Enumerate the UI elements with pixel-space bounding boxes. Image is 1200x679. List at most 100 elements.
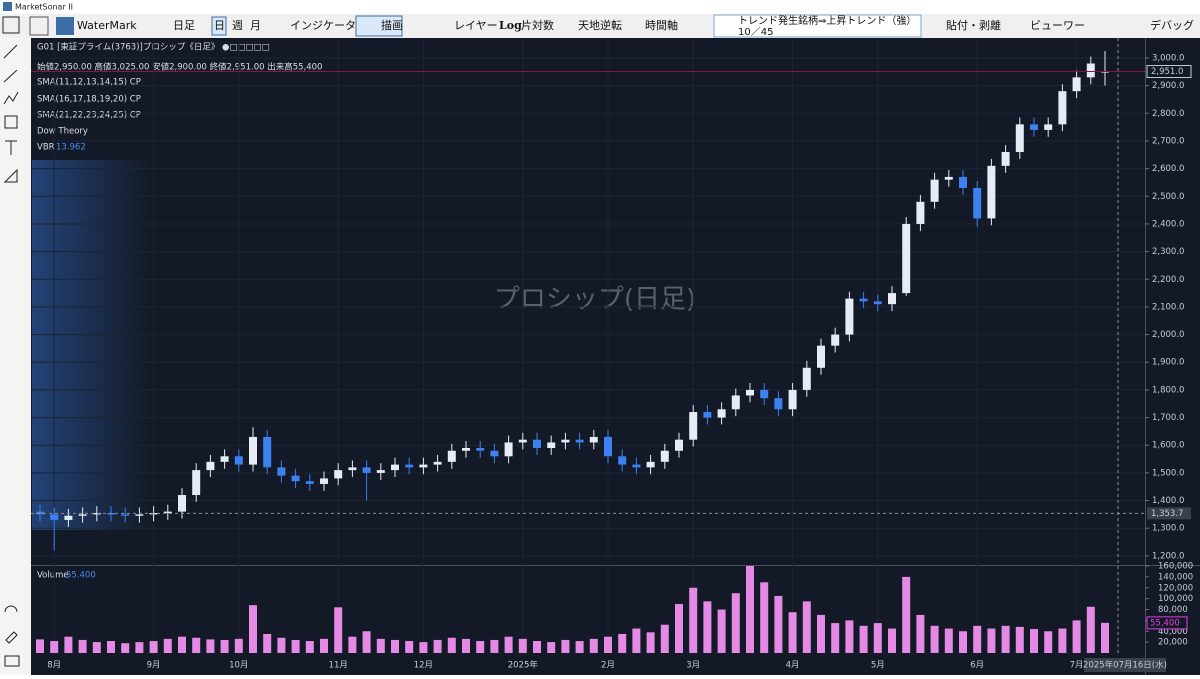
volume-bar [376,638,385,653]
tool-arrow[interactable] [29,16,49,36]
volume-bar [746,566,754,653]
volume-bar [405,641,414,653]
dow-legend: Dow Theory [37,127,88,137]
day-button[interactable]: 日 [214,19,225,32]
y-tick-label: 1,800.0 [1152,385,1184,395]
tool-sound[interactable] [4,605,18,613]
volume-bar [1072,620,1081,653]
screen-line2[interactable]: 10／45 [738,26,773,38]
candle-body [64,515,73,520]
volume-bar [731,593,740,653]
volume-bar [774,595,783,653]
candle-body [604,436,612,457]
candle-body [163,511,172,513]
candle-body [234,456,243,465]
candle-body [1030,124,1038,130]
candle-body [334,470,343,479]
tool-poly[interactable] [3,91,19,105]
layer-button[interactable]: レイヤー [454,19,498,32]
y-tick-label: 2,900.0 [1152,81,1184,91]
x-tick-label: 8月 [47,661,61,671]
volume-bar [107,641,115,653]
tool-rect[interactable] [2,16,20,34]
volume-bar [632,628,641,653]
candle-body [689,412,698,440]
tool-text[interactable] [5,140,17,155]
screen-line1[interactable]: トレンド発生銘柄⇒上昇トレンド（強） [738,14,916,27]
debug-button[interactable]: デバッグ [1150,18,1194,32]
candle-body [944,176,953,180]
flip-button[interactable]: 天地逆転 [578,18,622,32]
volume-bar [703,601,712,653]
tool-fib[interactable] [3,69,18,83]
week-button[interactable]: 週 [232,19,243,32]
candle-body [92,512,101,515]
candle-body [873,301,882,305]
volume-bar [50,641,59,653]
last-volume-label: 55,400 [1150,618,1180,628]
toolbar [0,14,1200,38]
time-axis-button[interactable]: 時間軸 [645,18,678,32]
period-select[interactable]: 日足 [173,19,195,32]
tool-box[interactable] [4,115,18,129]
sma-legend: SMA(16,17,18,19,20) CP [37,95,141,105]
volume-bar [518,638,527,653]
semilog-button[interactable]: 片対数 [521,18,554,32]
candle-body [575,439,584,443]
candle-body [1044,124,1053,130]
tool-wm[interactable] [56,17,74,35]
volume-legend: Volume [37,571,69,581]
volume-bar [291,639,300,653]
tool-eraser[interactable] [4,655,20,667]
candle-body [178,495,186,512]
indicator-button[interactable]: インジケータ [290,19,356,32]
candle-body [788,389,797,410]
volume-bar [817,614,825,653]
x-tick-label: 2025年 [508,660,539,671]
volume-bar [135,642,144,653]
month-button[interactable]: 月 [250,19,261,32]
tool-pen[interactable] [5,631,18,644]
volume-bar [888,628,896,653]
volume-bar [902,576,911,653]
volume-bar [717,609,726,653]
watermark-button[interactable]: WaterMark [77,19,137,32]
x-tick-label: 10月 [229,661,248,671]
draw-button[interactable]: 描画 [381,18,403,32]
candle-body [1058,91,1067,125]
volume-bar [320,638,328,653]
volume-bar [831,623,840,653]
volume-bar [802,601,811,653]
volume-bar [1044,631,1053,653]
paste-button[interactable]: 貼付・剥離 [946,18,1001,32]
y-tick-label: 1,700.0 [1152,413,1184,423]
vbr-legend: VBR [37,143,55,153]
tool-line[interactable] [3,44,18,59]
candle-body [632,464,641,468]
candle-body [78,514,87,516]
x-tick-label: 12月 [414,661,433,671]
y-tick-label: 1,200.0 [1152,551,1184,561]
candle-body [362,467,371,473]
volume-bar [604,636,612,653]
last-volume-box [1146,616,1188,630]
candle-body [746,389,754,396]
candle-body [902,223,911,294]
y-tick-label: 1,500.0 [1152,468,1184,478]
candle-body [731,395,740,410]
tool-icons [2,16,74,667]
candle-body [888,293,896,305]
candle-body [433,461,442,465]
viewer-button[interactable]: ビューワー [1030,19,1085,32]
volume-bar [533,641,541,653]
candle-body [504,442,513,457]
volume-bar [547,642,556,653]
volume-bar [163,638,172,653]
volume-bar [646,632,655,653]
volume-bar [589,638,598,653]
tool-tri[interactable] [3,168,18,183]
sma-legend: SMA(11,12,13,14,15) CP [37,78,141,88]
x-tick-label: 2月 [601,661,615,671]
candle-body [589,436,598,443]
